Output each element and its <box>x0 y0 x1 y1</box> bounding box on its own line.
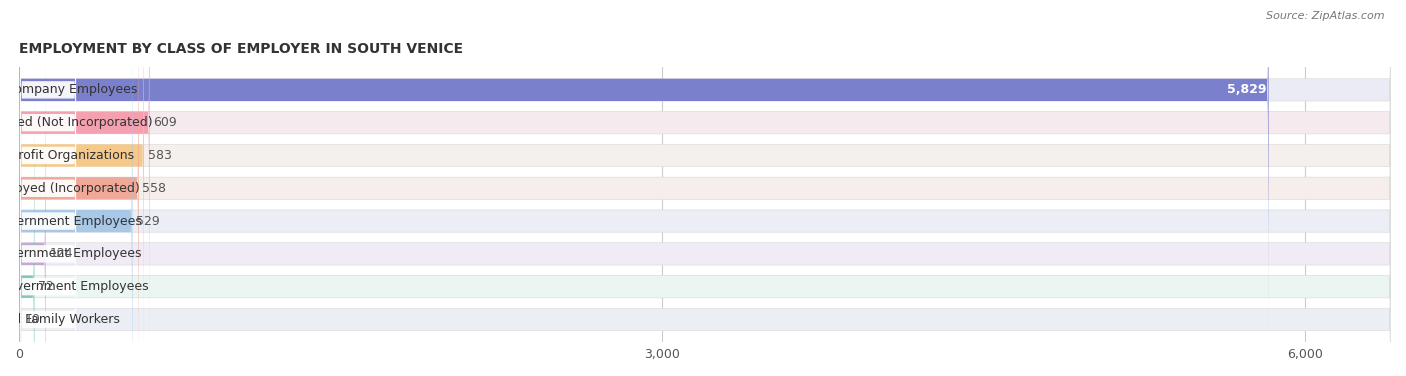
Text: 529: 529 <box>136 215 160 227</box>
Text: Local Government Employees: Local Government Employees <box>0 215 142 227</box>
FancyBboxPatch shape <box>20 0 1391 376</box>
Text: Federal Government Employees: Federal Government Employees <box>0 280 149 293</box>
Text: 124: 124 <box>49 247 73 260</box>
Text: Unpaid Family Workers: Unpaid Family Workers <box>0 313 120 326</box>
FancyBboxPatch shape <box>20 0 1391 376</box>
FancyBboxPatch shape <box>20 3 1391 376</box>
FancyBboxPatch shape <box>20 0 1391 341</box>
Text: 5,829: 5,829 <box>1227 83 1267 96</box>
FancyBboxPatch shape <box>20 68 1391 376</box>
FancyBboxPatch shape <box>20 0 76 370</box>
FancyBboxPatch shape <box>20 35 1391 376</box>
FancyBboxPatch shape <box>20 35 34 376</box>
FancyBboxPatch shape <box>20 7 76 376</box>
Text: 10: 10 <box>25 313 41 326</box>
Text: Self-Employed (Not Incorporated): Self-Employed (Not Incorporated) <box>0 116 153 129</box>
Text: Source: ZipAtlas.com: Source: ZipAtlas.com <box>1267 11 1385 21</box>
FancyBboxPatch shape <box>20 0 76 376</box>
FancyBboxPatch shape <box>20 39 76 376</box>
FancyBboxPatch shape <box>20 68 21 376</box>
Text: 72: 72 <box>38 280 55 293</box>
FancyBboxPatch shape <box>20 72 76 376</box>
FancyBboxPatch shape <box>20 105 76 376</box>
Text: State Government Employees: State Government Employees <box>0 247 142 260</box>
Text: 558: 558 <box>142 182 166 195</box>
Text: 609: 609 <box>153 116 177 129</box>
FancyBboxPatch shape <box>20 0 1268 341</box>
FancyBboxPatch shape <box>20 0 149 374</box>
Text: Not-for-profit Organizations: Not-for-profit Organizations <box>0 149 134 162</box>
Text: Self-Employed (Incorporated): Self-Employed (Incorporated) <box>0 182 141 195</box>
Text: EMPLOYMENT BY CLASS OF EMPLOYER IN SOUTH VENICE: EMPLOYMENT BY CLASS OF EMPLOYER IN SOUTH… <box>20 42 463 56</box>
FancyBboxPatch shape <box>20 0 143 376</box>
FancyBboxPatch shape <box>20 3 45 376</box>
Text: 583: 583 <box>148 149 172 162</box>
FancyBboxPatch shape <box>20 0 1391 376</box>
Text: Private Company Employees: Private Company Employees <box>0 83 138 96</box>
FancyBboxPatch shape <box>20 0 139 376</box>
FancyBboxPatch shape <box>20 0 76 304</box>
FancyBboxPatch shape <box>20 0 132 376</box>
FancyBboxPatch shape <box>20 0 1391 374</box>
FancyBboxPatch shape <box>20 0 76 337</box>
